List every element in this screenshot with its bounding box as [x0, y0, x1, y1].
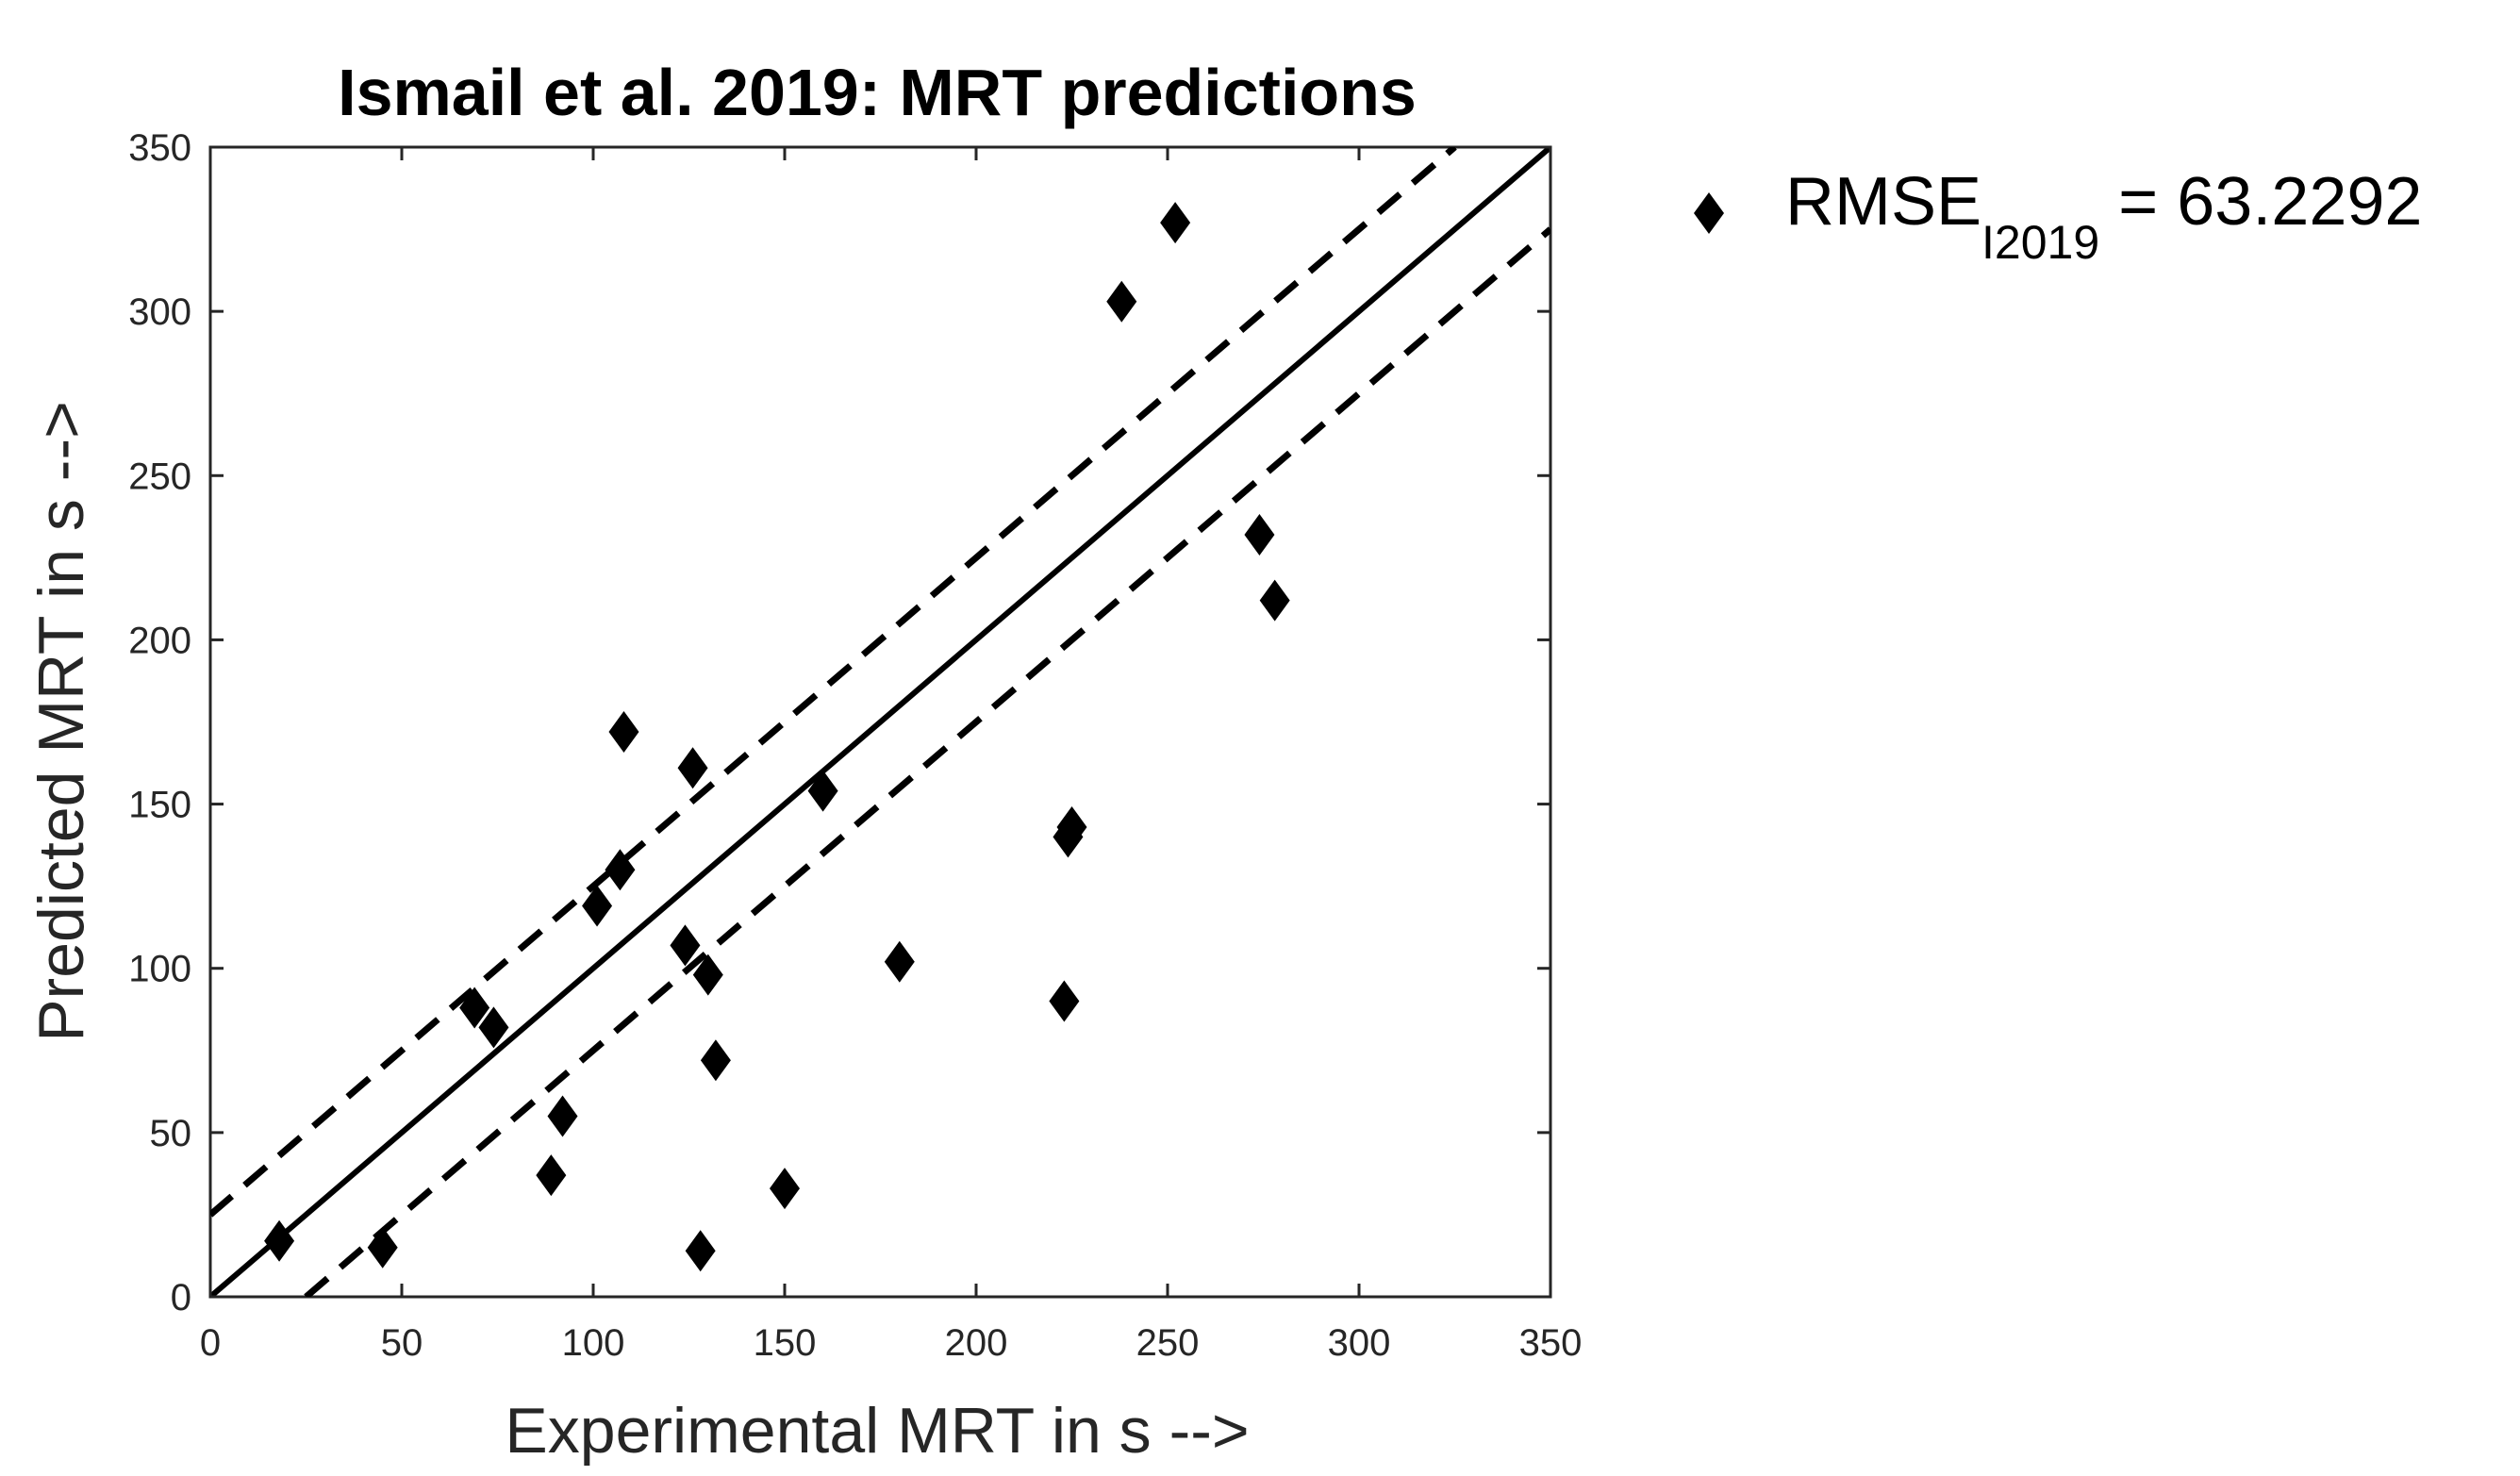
data-point-diamond: [685, 1230, 716, 1272]
y-tick-label: 250: [128, 456, 191, 497]
y-tick-label: 350: [128, 127, 191, 169]
data-point-diamond: [677, 747, 708, 789]
x-axis-title: Experimental MRT in s -->: [505, 1395, 1249, 1467]
data-point-diamond: [367, 1226, 398, 1269]
legend-label-subscript: I2019: [1981, 216, 2099, 269]
reference-line-lower-band: [304, 226, 1550, 1297]
data-point-diamond: [770, 1168, 800, 1210]
x-axis-ticks: 0 50 100 150 200 250 300 350: [200, 147, 1583, 1364]
data-point-diamond: [1160, 202, 1191, 244]
x-tick-label: 350: [1519, 1322, 1583, 1364]
y-axis-ticks: 0 50 100 150 200 250 300 350: [128, 127, 1550, 1318]
legend-label-value: = 63.2292: [2099, 164, 2422, 240]
data-point-diamond: [582, 885, 613, 927]
reference-line-upper-band: [210, 147, 1457, 1218]
data-point-diamond: [605, 849, 636, 891]
y-tick-label: 150: [128, 785, 191, 826]
x-tick-label: 300: [1328, 1322, 1391, 1364]
y-tick-label: 200: [128, 620, 191, 661]
data-point-diamond: [670, 924, 701, 967]
x-tick-label: 0: [200, 1322, 221, 1364]
x-tick-label: 150: [754, 1322, 817, 1364]
legend-label: RMSEI2019 = 63.2292: [1785, 164, 2422, 269]
legend-label-main: RMSE: [1785, 164, 1981, 240]
x-tick-label: 200: [945, 1322, 1008, 1364]
data-point-diamond: [700, 1039, 731, 1082]
data-point-diamond: [547, 1095, 578, 1137]
data-point-diamond: [1106, 280, 1137, 323]
data-point-diamond: [884, 940, 915, 983]
data-points: [264, 202, 1290, 1272]
legend-diamond-marker: [1694, 192, 1724, 234]
data-point-diamond: [692, 954, 723, 996]
x-tick-label: 100: [562, 1322, 625, 1364]
data-point-diamond: [1056, 805, 1087, 848]
data-point-diamond: [1049, 980, 1080, 1022]
x-tick-label: 50: [381, 1322, 423, 1364]
data-point-diamond: [264, 1219, 295, 1262]
x-tick-label: 250: [1136, 1322, 1200, 1364]
reference-lines: [210, 147, 1550, 1297]
data-point-diamond: [807, 770, 838, 812]
data-point-diamond: [1244, 513, 1275, 556]
y-tick-label: 300: [128, 291, 191, 333]
y-tick-label: 50: [150, 1113, 192, 1154]
reference-line-identity: [210, 147, 1550, 1297]
legend: RMSEI2019 = 63.2292: [1694, 164, 2422, 269]
data-point-diamond: [1259, 579, 1290, 622]
y-tick-label: 100: [128, 949, 191, 990]
chart-title: Ismail et al. 2019: MRT predictions: [338, 56, 1417, 129]
data-point-diamond: [536, 1154, 567, 1197]
y-axis-title: Predicted MRT in s -->: [25, 401, 97, 1042]
data-point-diamond: [608, 710, 639, 753]
data-point-diamond: [459, 987, 490, 1029]
data-point-diamond: [478, 1006, 509, 1049]
y-tick-label: 0: [171, 1277, 191, 1318]
